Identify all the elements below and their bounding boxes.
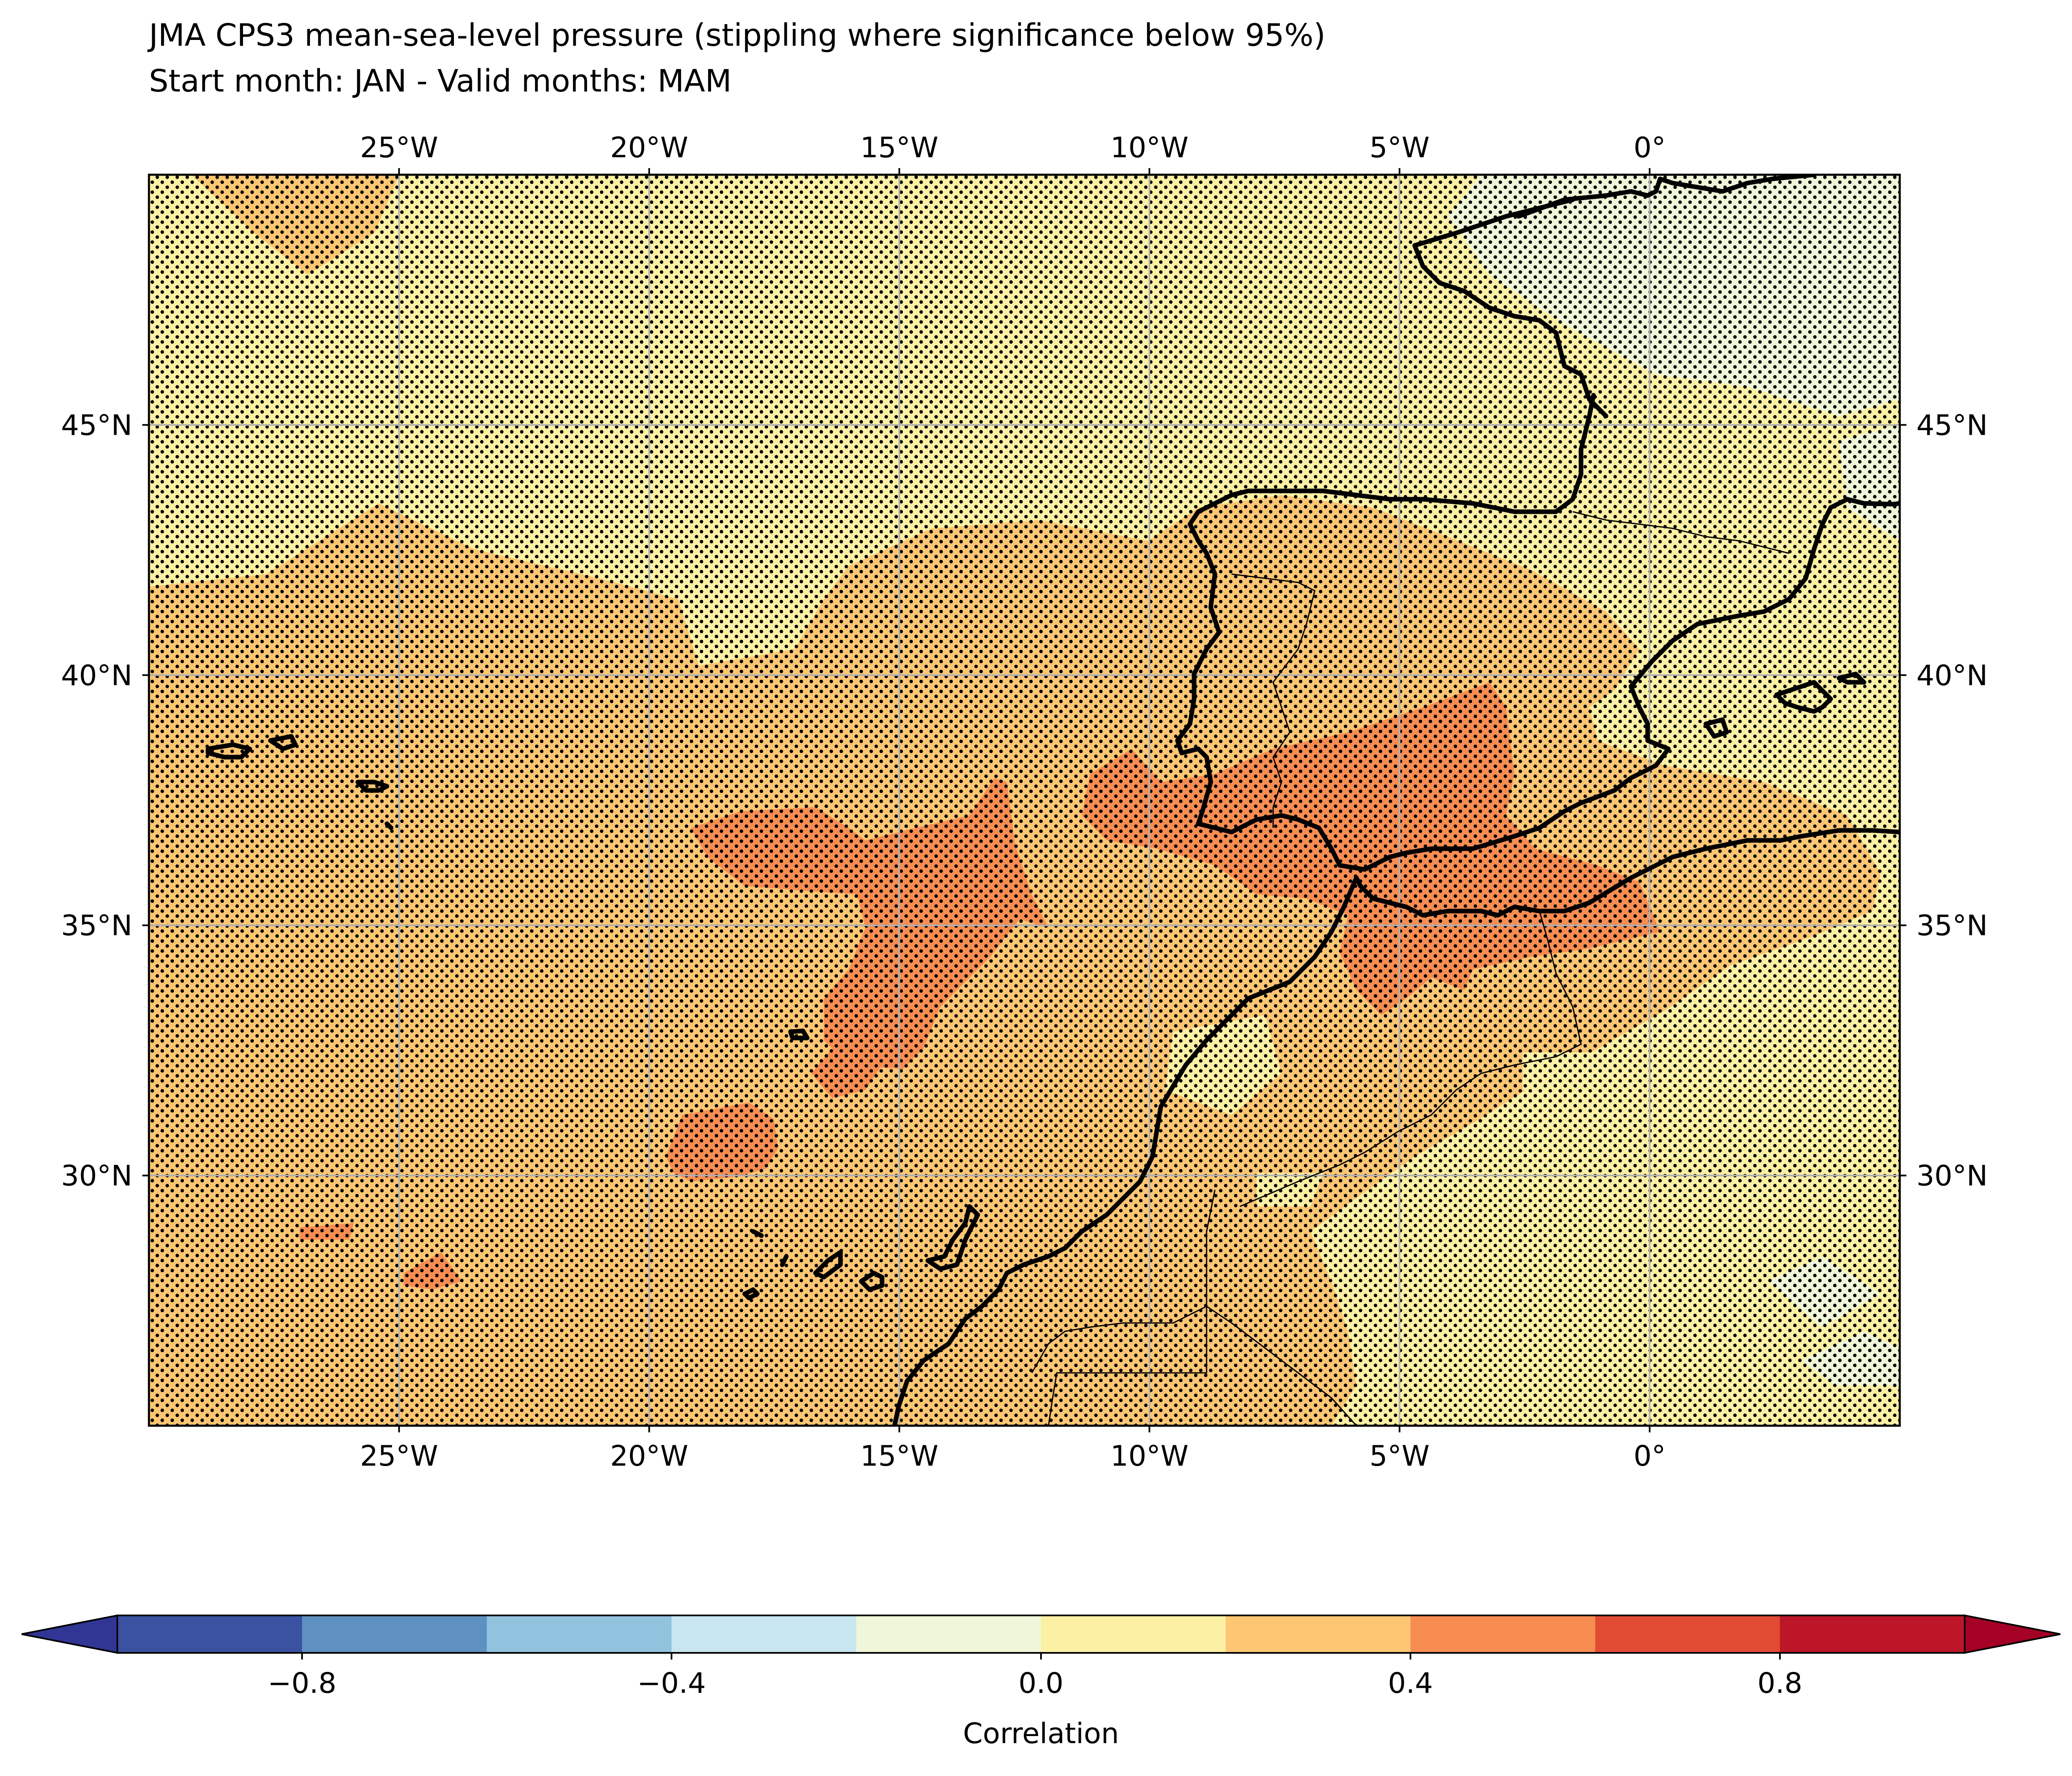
coastline-north-africa	[1354, 828, 1900, 918]
map-frame	[148, 173, 1901, 1427]
lon-label-top: 25°W	[360, 131, 438, 164]
border-western-sahara	[1048, 1189, 1216, 1426]
coastline-canary-4	[780, 1254, 789, 1267]
country-borders	[1031, 511, 1789, 1426]
coastline-morocco-atlantic	[892, 875, 1359, 1426]
coastline-madeira	[788, 1028, 810, 1040]
gridlines	[149, 175, 1900, 1426]
lon-label-bottom: 0°	[1633, 1440, 1666, 1473]
colorbar-segment	[1410, 1615, 1596, 1653]
border-morocco-algeria	[1239, 911, 1582, 1207]
lat-label-left: 30°N	[61, 1160, 132, 1193]
coastline-azores-4	[384, 821, 394, 830]
stippling	[149, 175, 1900, 1426]
coastline-mallorca	[1774, 680, 1833, 714]
colorbar-segment	[1226, 1615, 1411, 1653]
lon-label-bottom: 10°W	[1110, 1440, 1189, 1473]
lat-label-left: 35°N	[61, 909, 132, 942]
lon-label-bottom: 25°W	[360, 1440, 438, 1473]
lon-label-top: 5°W	[1369, 131, 1430, 164]
coastline-azores-1	[206, 742, 252, 760]
axis-labels: 25°W 25°W 20°W 20°W 15°W 15°W 10°W 10°W 5°W 5°W 0°…	[61, 131, 1988, 1473]
lon-label-top: 15°W	[860, 131, 939, 164]
coastline-azores-3	[355, 780, 389, 793]
lon-label-bottom: 15°W	[860, 1440, 939, 1473]
colorbar-segment	[1041, 1615, 1226, 1653]
colorbar-segment	[856, 1615, 1041, 1653]
map-title: JMA CPS3 mean-sea-level pressure (stippl…	[149, 17, 1326, 53]
lat-label-left: 40°N	[61, 659, 132, 692]
lat-label-right: 30°N	[1916, 1160, 1988, 1193]
colorbar-tick-label: −0.4	[637, 1667, 706, 1700]
border-spain-france	[1572, 511, 1789, 554]
coastline-ibiza	[1703, 717, 1729, 739]
colorbar-segment	[302, 1615, 487, 1653]
colorbar-tick-label: 0.4	[1388, 1667, 1433, 1700]
colorbar-tick-label: 0.8	[1757, 1667, 1802, 1700]
lat-label-right: 45°N	[1916, 409, 1988, 442]
colorbar-extend-under	[21, 1614, 118, 1654]
colorbar-tick-label: −0.8	[268, 1667, 336, 1700]
coastline-canary-5	[742, 1287, 760, 1300]
coastline-portugal-west	[1175, 493, 1234, 826]
lat-label-right: 40°N	[1916, 659, 1988, 692]
map-subtitle: Start month: JAN - Valid months: MAM	[149, 63, 732, 99]
coastline-canary-6	[751, 1229, 764, 1238]
colorbar-segment	[487, 1615, 672, 1653]
colorbar-segment	[672, 1615, 857, 1653]
lat-label-right: 35°N	[1916, 909, 1988, 942]
coastline-canary-2	[813, 1250, 843, 1280]
coastline-canary-1	[925, 1204, 980, 1271]
colorbar: −0.8 −0.4 0.0 0.4 0.8 Correlation	[21, 1614, 2061, 1750]
coastline-france-channel	[1516, 175, 1817, 219]
axis-ticks	[142, 168, 1906, 1432]
lon-label-top: 10°W	[1110, 131, 1189, 164]
coastline-menorca	[1837, 671, 1866, 685]
coastline-south-spain	[1196, 497, 1900, 872]
border-spain-portugal	[1231, 573, 1316, 828]
border-mauritania	[1206, 1305, 1357, 1426]
border-western-sahara-north	[1031, 1305, 1207, 1373]
lat-label-left: 45°N	[61, 409, 132, 442]
lon-label-top: 0°	[1633, 131, 1666, 164]
coastline-brittany	[1412, 197, 1609, 419]
colorbar-tick-label: 0.0	[1019, 1667, 1063, 1700]
coastline-canary-3	[859, 1271, 885, 1292]
lon-label-top: 20°W	[610, 131, 688, 164]
coastline-biscay-north-spain	[1229, 393, 1596, 514]
coastline-azores-2	[268, 734, 298, 751]
colorbar-extend-over	[1964, 1614, 2061, 1654]
lon-label-bottom: 20°W	[610, 1440, 688, 1473]
colorbar-segment	[1780, 1615, 1965, 1653]
colorbar-label: Correlation	[963, 1717, 1119, 1750]
lon-label-bottom: 5°W	[1369, 1440, 1430, 1473]
coastlines	[206, 175, 1900, 1426]
colorbar-segment	[1595, 1615, 1780, 1653]
colorbar-segment	[117, 1615, 302, 1653]
